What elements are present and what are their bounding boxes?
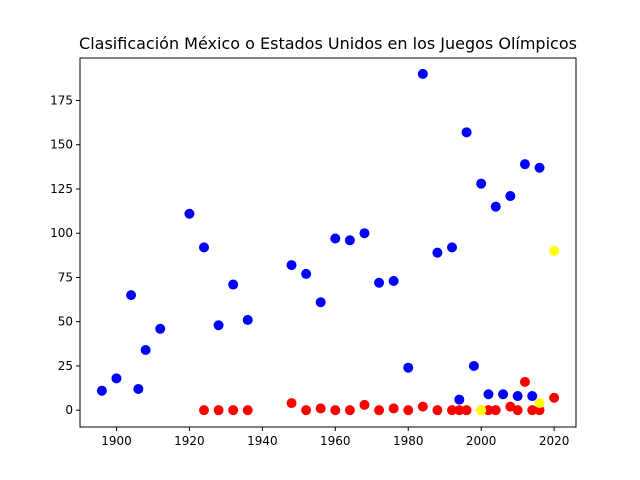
data-point-s0-0 <box>96 385 107 396</box>
y-tick-label-2: 50 <box>58 315 73 329</box>
x-tick-label-1: 1920 <box>174 434 205 448</box>
data-point-s1-7 <box>330 405 341 416</box>
data-point-s0-19 <box>403 362 414 373</box>
data-point-s0-29 <box>498 389 509 400</box>
data-point-s1-24 <box>527 405 538 416</box>
data-point-s1-17 <box>461 405 472 416</box>
x-tick-label-5: 2000 <box>466 434 497 448</box>
data-point-s2-0 <box>476 405 487 416</box>
y-tick-label-1: 25 <box>58 359 73 373</box>
data-point-s1-16 <box>454 405 465 416</box>
x-tick-label-4: 1980 <box>393 434 424 448</box>
data-point-s1-23 <box>519 376 530 387</box>
data-point-s0-18 <box>388 275 399 286</box>
data-point-s0-23 <box>454 394 465 405</box>
chart-title: Clasificación México o Estados Unidos en… <box>79 34 577 53</box>
data-point-s0-7 <box>199 242 209 253</box>
data-point-s1-19 <box>483 405 494 416</box>
data-point-s2-1 <box>534 398 545 409</box>
data-point-s1-22 <box>512 405 523 416</box>
data-point-s1-12 <box>403 405 414 416</box>
data-point-s2-2 <box>549 245 560 256</box>
data-point-s0-16 <box>359 228 370 239</box>
data-point-s0-32 <box>519 159 530 170</box>
data-point-s0-1 <box>111 373 122 384</box>
data-point-s0-22 <box>447 242 457 253</box>
data-point-s1-1 <box>213 405 224 416</box>
data-point-s0-9 <box>228 279 239 290</box>
data-point-s1-14 <box>432 405 443 416</box>
data-point-s1-2 <box>228 405 239 416</box>
data-point-s0-27 <box>483 389 494 400</box>
data-point-s1-15 <box>447 405 457 416</box>
y-tick-label-3: 75 <box>58 270 73 284</box>
y-tick-label-4: 100 <box>50 226 73 240</box>
y-tick-label-6: 150 <box>50 138 73 152</box>
data-point-s0-14 <box>330 233 341 244</box>
data-point-s0-13 <box>315 297 326 308</box>
y-tick-label-7: 175 <box>50 93 73 107</box>
data-point-s1-10 <box>374 405 385 416</box>
x-tick-label-0: 1900 <box>101 434 132 448</box>
data-point-s0-30 <box>505 191 516 202</box>
data-point-s1-9 <box>359 399 370 410</box>
data-point-s0-24 <box>461 127 472 138</box>
x-tick-label-2: 1940 <box>247 434 278 448</box>
data-point-s1-0 <box>199 405 209 416</box>
plot-marks <box>96 68 560 416</box>
data-point-s1-8 <box>344 405 355 416</box>
data-point-s0-31 <box>512 391 523 402</box>
data-point-s0-10 <box>242 314 253 325</box>
data-point-s0-26 <box>476 178 487 189</box>
data-point-s1-26 <box>549 392 560 403</box>
data-point-s0-25 <box>468 360 479 371</box>
data-point-s1-25 <box>534 405 545 416</box>
plot-frame <box>79 57 577 428</box>
data-point-s1-5 <box>301 405 312 416</box>
data-point-s1-20 <box>490 405 501 416</box>
data-point-s0-8 <box>213 320 224 331</box>
data-point-s0-11 <box>286 260 297 271</box>
data-point-s0-2 <box>126 290 137 301</box>
y-tick-label-5: 125 <box>50 182 73 196</box>
data-point-s0-4 <box>140 345 151 356</box>
data-point-s0-34 <box>534 162 545 173</box>
data-point-s0-6 <box>184 208 195 219</box>
y-tick-label-0: 0 <box>65 403 73 417</box>
data-point-s0-17 <box>374 277 385 288</box>
data-point-s0-5 <box>155 323 166 334</box>
x-tick-label-6: 2020 <box>539 434 570 448</box>
data-point-s1-13 <box>417 401 428 412</box>
data-point-s1-6 <box>315 403 326 414</box>
x-axis: 1900 1920 1940 1960 1980 2000 2020 <box>101 427 569 448</box>
data-point-s0-12 <box>301 268 312 279</box>
data-point-s0-28 <box>490 201 501 212</box>
y-axis: 0 25 50 75 100 125 150 175 <box>50 93 80 417</box>
data-point-s0-21 <box>432 247 443 258</box>
data-point-s1-3 <box>242 405 253 416</box>
x-tick-label-3: 1960 <box>320 434 351 448</box>
data-point-s0-3 <box>133 383 144 394</box>
data-point-s1-11 <box>388 403 399 414</box>
data-point-s0-20 <box>417 68 428 79</box>
data-point-s0-33 <box>527 391 538 402</box>
data-point-s1-4 <box>286 398 297 409</box>
data-point-s0-15 <box>344 235 355 246</box>
